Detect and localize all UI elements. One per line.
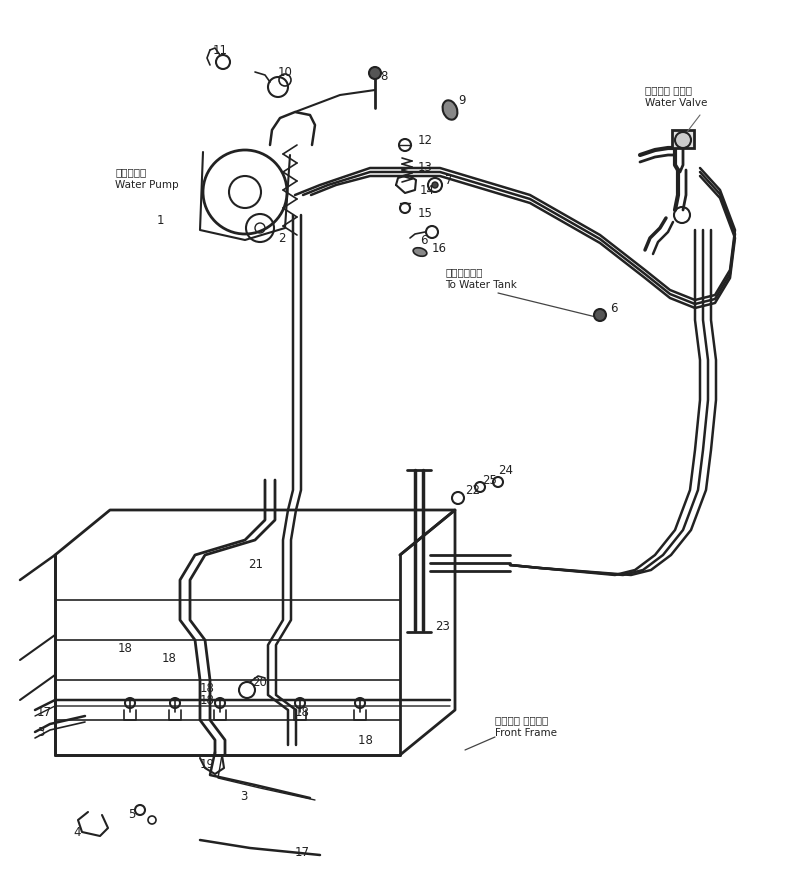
Text: 18: 18: [162, 651, 176, 664]
Ellipse shape: [443, 100, 457, 120]
Text: 18: 18: [200, 694, 215, 706]
Text: 散水ポンプ: 散水ポンプ: [115, 167, 146, 177]
Circle shape: [432, 182, 438, 188]
Text: 17: 17: [37, 705, 52, 719]
Text: 24: 24: [498, 463, 513, 477]
Text: フロント フレーム: フロント フレーム: [495, 715, 549, 725]
Text: 12: 12: [418, 134, 433, 146]
Text: To Water Tank: To Water Tank: [445, 280, 517, 290]
Text: 9: 9: [458, 94, 466, 106]
Text: 10: 10: [278, 66, 293, 79]
Text: Water Pump: Water Pump: [115, 180, 179, 190]
Text: 17: 17: [295, 845, 310, 859]
Text: 11: 11: [213, 43, 228, 57]
Ellipse shape: [413, 248, 427, 256]
Text: 3: 3: [240, 790, 247, 804]
Text: 15: 15: [418, 206, 432, 220]
Text: Water Valve: Water Valve: [645, 98, 708, 108]
Text: 6: 6: [610, 301, 618, 315]
Text: 18⁠: 18⁠: [358, 734, 373, 747]
Text: 2: 2: [278, 231, 285, 245]
Text: 散水タンクへ: 散水タンクへ: [445, 267, 483, 277]
Text: 7: 7: [445, 174, 452, 186]
Text: 1: 1: [157, 214, 165, 227]
Text: 22: 22: [465, 484, 480, 496]
Bar: [672, 130, 694, 148]
Text: 21: 21: [248, 558, 263, 571]
Text: 16: 16: [432, 242, 447, 254]
Text: 25: 25: [482, 473, 497, 486]
Text: 20: 20: [252, 677, 267, 689]
Text: 3: 3: [37, 726, 45, 739]
Text: 13: 13: [418, 160, 432, 174]
Text: 19: 19: [200, 758, 215, 771]
Text: 23: 23: [435, 619, 450, 633]
Circle shape: [675, 132, 691, 148]
Text: 18: 18: [118, 641, 133, 655]
Text: Front Frame: Front Frame: [495, 728, 557, 738]
Text: 18: 18: [295, 705, 310, 719]
Text: 6: 6: [420, 234, 428, 246]
Text: 8: 8: [380, 69, 387, 82]
Text: 18: 18: [200, 681, 215, 695]
Text: 5: 5: [128, 807, 135, 820]
Text: ウォータ バルブ: ウォータ バルブ: [645, 85, 692, 95]
Circle shape: [594, 309, 606, 321]
Circle shape: [369, 67, 381, 79]
Text: 4: 4: [73, 826, 80, 838]
Text: 14: 14: [420, 183, 435, 197]
